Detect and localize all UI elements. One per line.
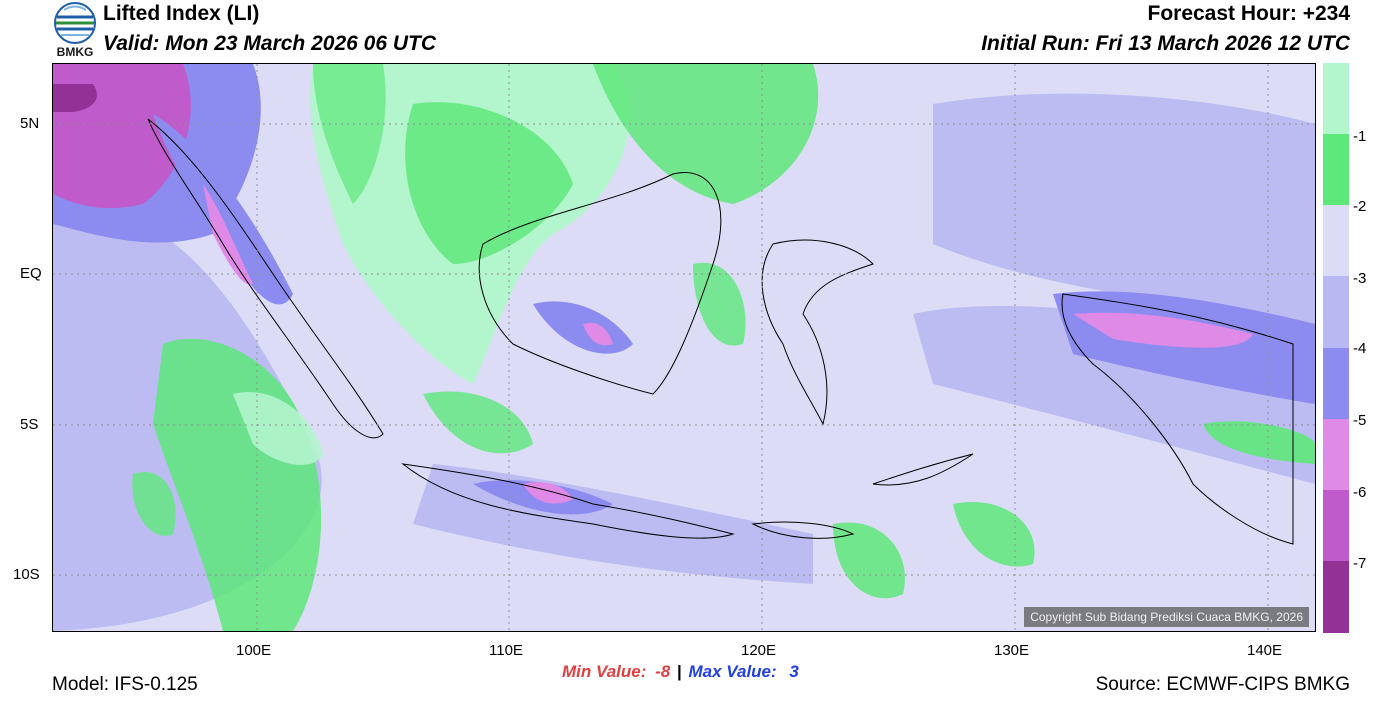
forecast-hour: Forecast Hour: +234 — [1147, 2, 1351, 25]
lat-label-5s: 5S — [20, 416, 39, 433]
legend-label-7: -7 — [1353, 555, 1367, 572]
separator: | — [676, 662, 682, 681]
lon-label-120e: 120E — [741, 642, 777, 659]
copyright-notice: Copyright Sub Bidang Prediksi Cuaca BMKG… — [1024, 607, 1309, 627]
legend-label-3: -3 — [1353, 270, 1367, 287]
legend-label-5: -5 — [1353, 412, 1367, 429]
initial-run: Initial Run: Fri 13 March 2026 12 UTC — [981, 32, 1350, 55]
max-label: Max Value: — [688, 662, 777, 681]
legend-swatch — [1323, 347, 1349, 420]
lifted-index-map: Copyright Sub Bidang Prediksi Cuaca BMKG… — [52, 63, 1316, 632]
lat-label-eq: EQ — [20, 265, 42, 282]
legend-label-1: -1 — [1353, 128, 1367, 145]
legend-swatch — [1323, 489, 1349, 562]
bmkg-logo: BMKG — [52, 1, 98, 59]
valid-time: Valid: Mon 23 March 2026 06 UTC — [103, 32, 436, 55]
model-name: Model: IFS-0.125 — [52, 674, 198, 695]
legend-swatch — [1323, 134, 1349, 207]
lon-label-140e: 140E — [1247, 642, 1283, 659]
lat-label-5n: 5N — [20, 115, 40, 132]
lon-label-100e: 100E — [236, 642, 272, 659]
lon-label-110e: 110E — [489, 642, 523, 659]
legend-label-2: -2 — [1353, 198, 1367, 215]
legend-swatch — [1323, 418, 1349, 491]
legend-swatch — [1323, 63, 1349, 135]
bmkg-logo-icon — [54, 2, 96, 44]
chart-title: Lifted Index (LI) — [103, 2, 260, 25]
legend-swatch — [1323, 205, 1349, 278]
map-canvas — [53, 64, 1315, 631]
min-value: -8 — [655, 662, 671, 681]
lat-label-10s: 10S — [13, 566, 40, 583]
legend-label-6: -6 — [1353, 484, 1367, 501]
legend-label-4: -4 — [1353, 340, 1367, 357]
legend-swatch — [1323, 276, 1349, 349]
min-max-values: Min Value: -8 | Max Value: 3 — [562, 662, 799, 682]
legend-colorbar — [1323, 63, 1349, 633]
logo-text: BMKG — [56, 45, 94, 59]
max-value: 3 — [789, 662, 799, 681]
data-source: Source: ECMWF-CIPS BMKG — [1095, 674, 1350, 695]
min-label: Min Value: — [562, 662, 647, 681]
lon-label-130e: 130E — [994, 642, 1030, 659]
legend-swatch — [1323, 560, 1349, 633]
